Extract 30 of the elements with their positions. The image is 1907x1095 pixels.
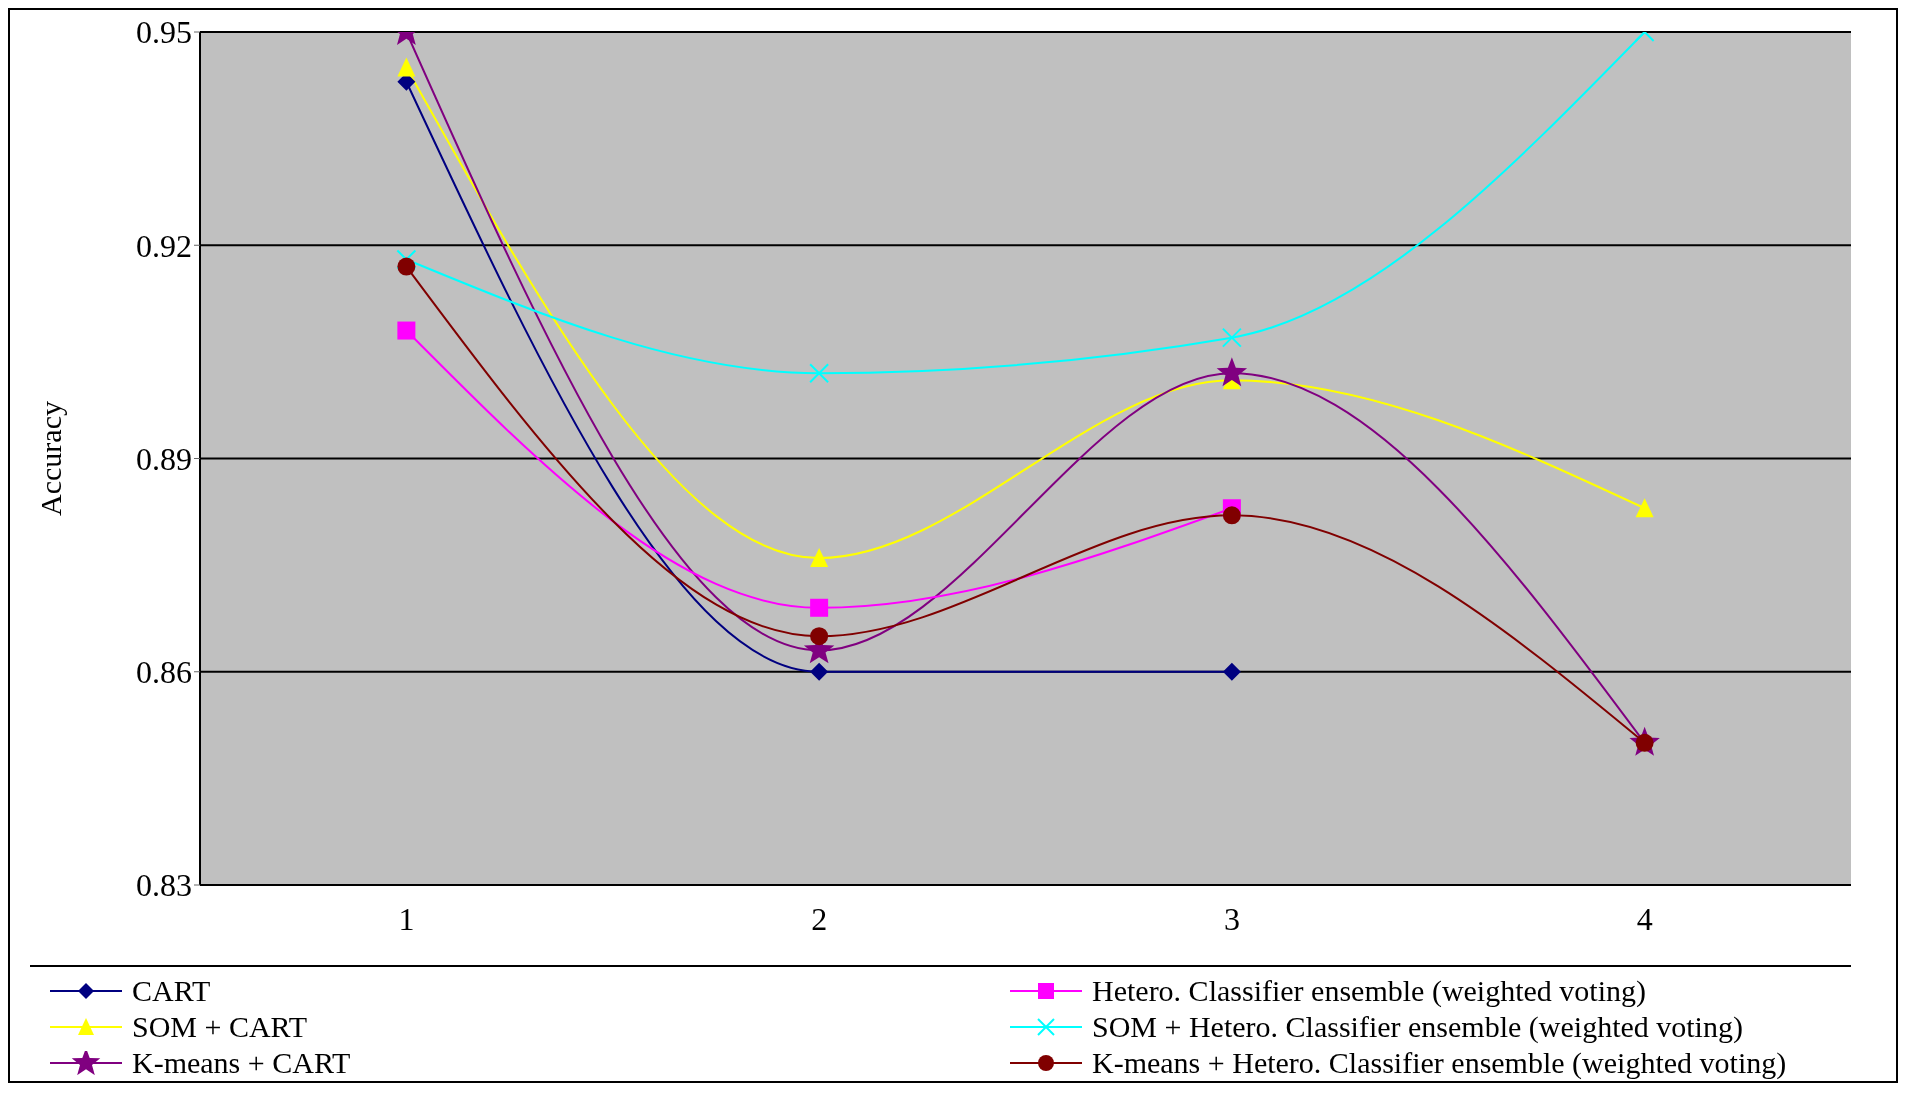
- legend-label: SOM + CART: [132, 1010, 308, 1044]
- legend-label: SOM + Hetero. Classifier ensemble (weighted voting): [1092, 1010, 1743, 1044]
- point: [809, 363, 830, 384]
- point: [810, 598, 829, 617]
- x-tick-label: 1: [398, 900, 415, 937]
- point: [1221, 327, 1242, 348]
- point: [397, 257, 416, 276]
- legend-label: K-means + Hetero. Classifier ensemble (weighted voting): [1092, 1046, 1787, 1080]
- point: [810, 662, 829, 681]
- y-axis-title: Accuracy: [33, 401, 67, 516]
- x-tick-label: 4: [1636, 900, 1653, 937]
- point: [1216, 357, 1248, 387]
- point: [397, 57, 416, 77]
- point: [1635, 498, 1654, 518]
- point: [397, 321, 416, 340]
- y-tick-label: 0.89: [136, 440, 192, 477]
- y-tick-label: 0.92: [136, 227, 192, 264]
- y-tick-label: 0.86: [136, 654, 192, 691]
- x-tick-label: 2: [811, 900, 828, 937]
- point: [1222, 506, 1241, 525]
- x-tick-label: 3: [1223, 900, 1240, 937]
- y-tick-label: 0.83: [136, 867, 192, 904]
- point: [1222, 662, 1241, 681]
- point: [810, 548, 829, 568]
- y-tick-label: 0.95: [136, 14, 192, 51]
- point: [396, 249, 417, 270]
- point: [810, 627, 829, 646]
- legend-label: CART: [132, 974, 211, 1008]
- legend-label: Hetero. Classifier ensemble (weighted voting): [1092, 974, 1647, 1008]
- legend-label: K-means + CART: [132, 1046, 351, 1080]
